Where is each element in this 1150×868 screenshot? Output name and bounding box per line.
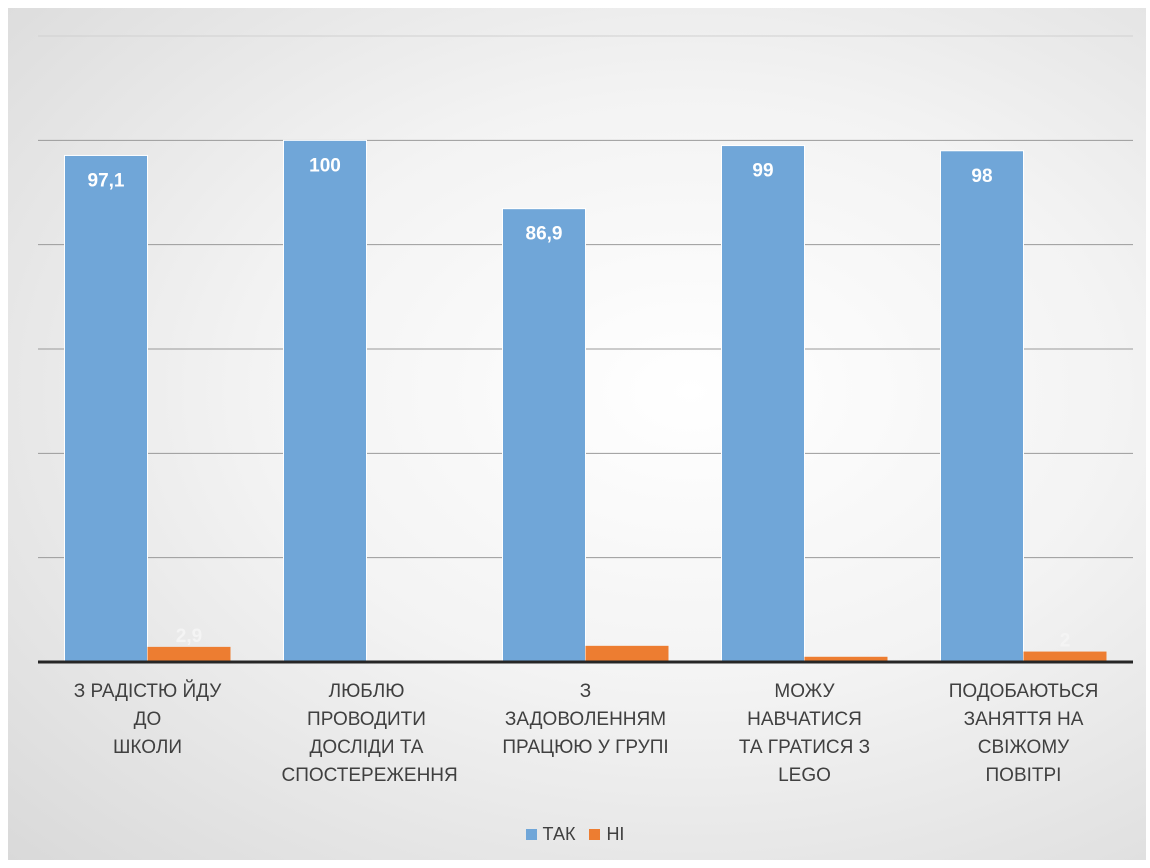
- bar-tak-0: [64, 154, 148, 663]
- data-label-tak-2: 86,9: [526, 224, 563, 245]
- bar-ni-0: [147, 646, 231, 662]
- legend-swatch-ni: [589, 829, 601, 840]
- bar-ni-4: [1023, 651, 1107, 662]
- data-label-tak-1: 100: [309, 155, 341, 176]
- bar-tak-2: [502, 208, 586, 663]
- category-label-3: МОЖУ НАВЧАТИСЯ ТА ГРАТИСЯ З LEGO: [738, 681, 871, 786]
- legend-label-ni: НІ: [606, 824, 625, 844]
- bar-ni-2: [585, 645, 669, 662]
- category-label-4: ПОДОБАЮТЬСЯ ЗАНЯТТЯ НА СВІЖОМУ ПОВІТРІ: [948, 681, 1099, 786]
- data-label-ni-4: 2: [1060, 631, 1071, 652]
- bar-tak-3: [721, 145, 805, 663]
- category-label-0: З РАДІСТЮ ЙДУ ДО ШКОЛИ: [73, 681, 222, 758]
- data-label-tak-0: 97,1: [88, 170, 125, 191]
- data-label-ni-0: 2,9: [176, 626, 202, 647]
- category-label-1: ЛЮБЛЮ ПРОВОДИТИ ДОСЛІДИ ТА СПОСТЕРЕЖЕННЯ: [281, 681, 458, 786]
- legend: ТАК НІ: [0, 824, 1150, 845]
- legend-label-tak: ТАК: [542, 824, 576, 844]
- data-label-tak-4: 98: [971, 166, 992, 187]
- legend-swatch-tak: [525, 829, 537, 840]
- legend-item-tak: ТАК: [525, 824, 576, 845]
- data-label-tak-3: 99: [752, 161, 773, 182]
- bar-chart: 97,1 100 86,9 99 98 2,9 1 2: [38, 35, 1133, 664]
- bar-tak-4: [940, 150, 1024, 663]
- bar-ni-3: [804, 656, 888, 662]
- category-label-2: З ЗАДОВОЛЕННЯМ ПРАЦЮЮ У ГРУПІ: [502, 681, 669, 758]
- legend-item-ni: НІ: [589, 824, 624, 845]
- bar-tak-1: [283, 139, 367, 663]
- chart-area: 97,1 100 86,9 99 98 2,9 1 2 З РАДІСТЮ ЙДУ ДО ШК…: [8, 8, 1146, 860]
- data-label-ni-3: 1: [841, 636, 852, 657]
